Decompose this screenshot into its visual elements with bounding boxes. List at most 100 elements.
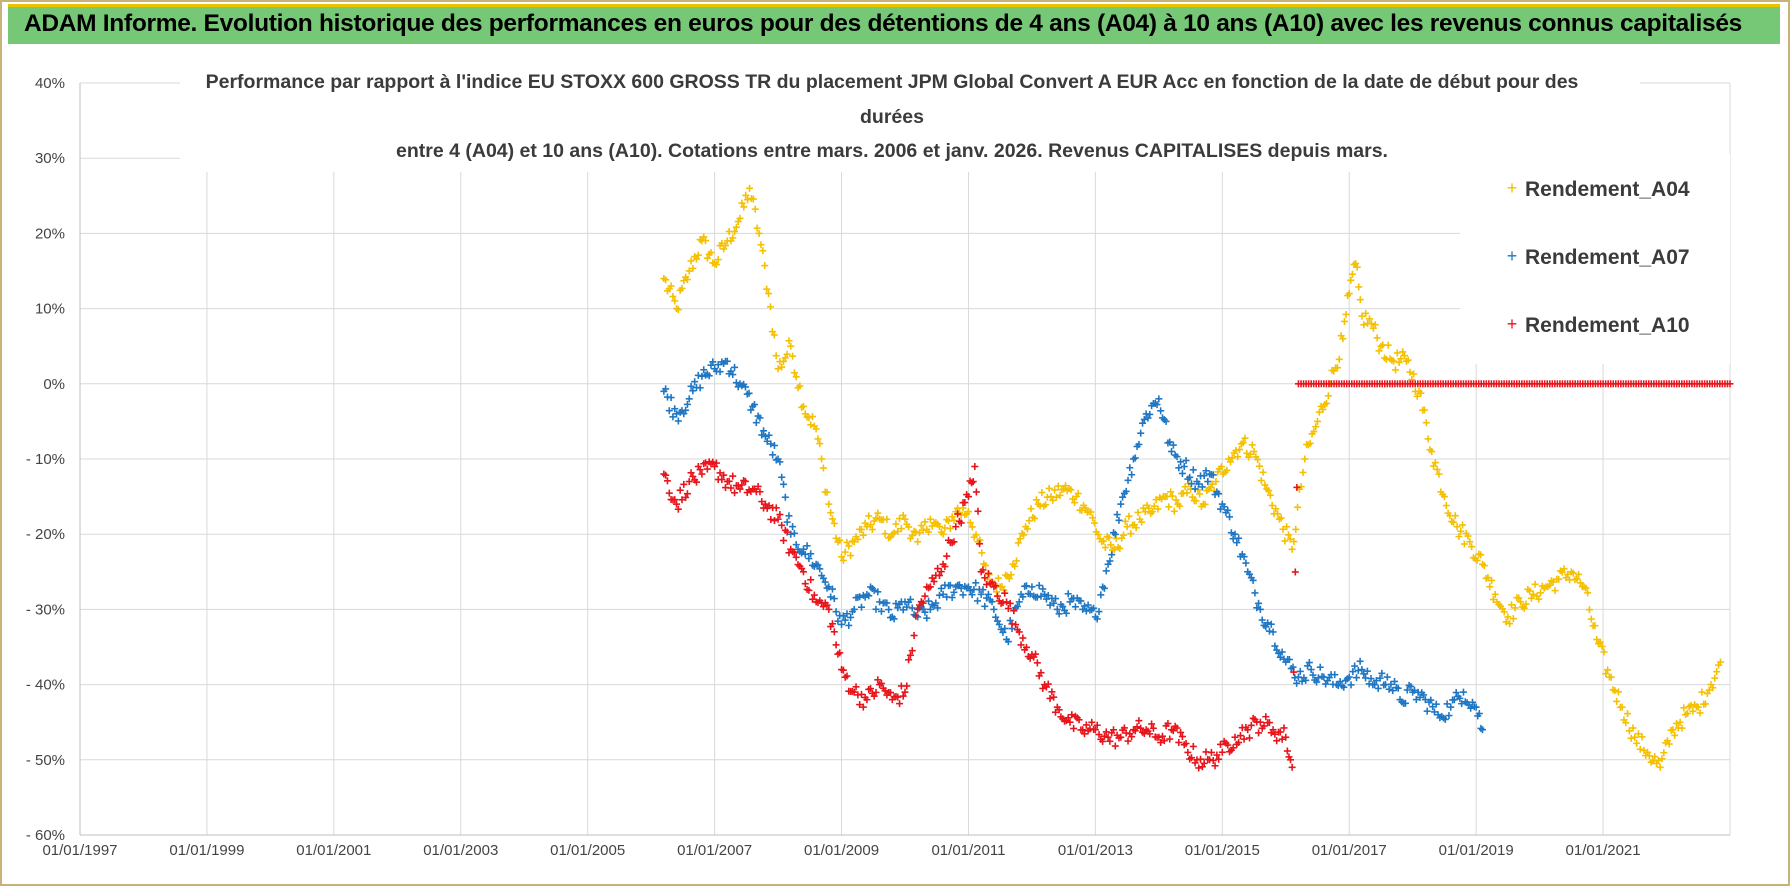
rendement-a04-point [1306, 439, 1314, 447]
rendement-a07-point [685, 395, 693, 403]
rendement-a10-point [767, 515, 775, 523]
rendement-a10-point [1218, 748, 1226, 756]
rendement-a04-point [917, 522, 925, 530]
rendement-a04-point [1529, 590, 1537, 598]
rendement-a07-point [1204, 478, 1212, 486]
rendement-a07-point [1347, 681, 1355, 689]
rendement-a04-point [921, 518, 929, 526]
rendement-a04-point [1614, 688, 1622, 696]
rendement-a10-point [731, 489, 739, 497]
rendement-a04-point [1170, 507, 1178, 515]
rendement-a07-point [752, 419, 760, 427]
rendement-a04-point [1100, 537, 1108, 545]
rendement-a07-point [937, 584, 945, 592]
rendement-a04-point [1660, 749, 1668, 757]
rendement-a04-point [816, 440, 824, 448]
rendement-a10-point [1160, 737, 1168, 745]
rendement-a04-point [1665, 740, 1673, 748]
rendement-a04-point [1201, 500, 1209, 508]
y-tick-label: - 20% [26, 526, 65, 543]
rendement-a07-point [1360, 670, 1368, 678]
rendement-a07-point [776, 458, 784, 466]
rendement-a04-point [1424, 435, 1432, 443]
rendement-a07-point [1441, 715, 1449, 723]
rendement-a04-point [763, 285, 771, 293]
x-tick-label: 01/01/2011 [931, 842, 1005, 859]
rendement-a04-point [874, 509, 882, 517]
rendement-a10-point [1148, 720, 1156, 728]
rendement-a07-point [674, 417, 682, 425]
chart-title-line-1: Performance par rapport à l'indice EU ST… [206, 71, 1579, 93]
rendement-a07-point [1374, 684, 1382, 692]
rendement-a10-point [1124, 737, 1132, 745]
rendement-a04-point [1181, 483, 1189, 491]
rendement-a04-point [1007, 571, 1015, 579]
rendement-a04-point [1399, 348, 1407, 356]
rendement-a04-point [692, 255, 700, 263]
rendement-a07-point [968, 591, 976, 599]
rendement-a07-point [1004, 638, 1012, 646]
rendement-a04-point [1105, 534, 1113, 542]
rendement-a04-point [848, 537, 856, 545]
rendement-a07-point [1216, 505, 1224, 513]
rendement-a04-point [1564, 570, 1572, 578]
rendement-a07-point [769, 451, 777, 459]
rendement-a07-point [1291, 674, 1299, 682]
rendement-a04-point [1584, 589, 1592, 597]
chart-title-line-2: durées [860, 106, 924, 128]
rendement-a07-point [700, 366, 708, 374]
header-banner: ADAM Informe. Evolution historique des p… [8, 4, 1780, 44]
rendement-a10-point [1006, 599, 1014, 607]
rendement-a07-point [984, 590, 992, 598]
rendement-a10-point [943, 552, 951, 560]
page-title: ADAM Informe. Evolution historique des p… [24, 10, 1742, 37]
rendement-a04-point [1413, 392, 1421, 400]
rendement-a04-point [1371, 321, 1379, 329]
x-tick-label: 01/01/1999 [169, 842, 244, 859]
rendement-a10-point [993, 592, 1001, 600]
rendement-a04-point [1426, 446, 1434, 454]
rendement-a07-point [758, 431, 766, 439]
rendement-a07-point [1081, 602, 1089, 610]
rendement-a04-point [1654, 756, 1662, 764]
rendement-a07-point [1117, 500, 1125, 508]
rendement-a04-point [1246, 450, 1254, 458]
rendement-a04-point [1283, 523, 1291, 531]
y-tick-label: 10% [35, 301, 65, 318]
rendement-a04-point [1014, 539, 1022, 547]
rendement-a07-point [1256, 605, 1264, 613]
rendement-a04-point [761, 262, 769, 270]
rendement-a10-point [971, 463, 979, 471]
rendement-a10-point [1128, 733, 1136, 741]
rendement-a04-point [1624, 710, 1632, 718]
rendement-a04-point [1607, 673, 1615, 681]
rendement-a10-point [725, 477, 733, 485]
rendement-a04-point [1172, 496, 1180, 504]
rendement-a04-point [1266, 491, 1274, 499]
rendement-a04-point [1134, 508, 1142, 516]
rendement-a04-point [1043, 493, 1051, 501]
rendement-a04-point [1355, 283, 1363, 291]
rendement-a10-point [1157, 739, 1165, 747]
rendement-a10-point [1290, 668, 1298, 676]
legend-label-a07: Rendement_A07 [1525, 246, 1690, 269]
rendement-a04-point [1340, 317, 1348, 325]
rendement-a04-point [1281, 537, 1289, 545]
rendement-a04-point [753, 224, 761, 232]
rendement-a10-point [692, 478, 700, 486]
rendement-a10-point [1001, 589, 1009, 597]
rendement-a07-point [955, 581, 963, 589]
rendement-a04-point [1081, 504, 1089, 512]
rendement-a04-point [1535, 595, 1543, 603]
rendement-a10-point [972, 488, 980, 496]
rendement-a07-point [1313, 678, 1321, 686]
rendement-a07-point [1469, 698, 1477, 706]
rendement-a04-point [1054, 482, 1062, 490]
rendement-a10-point [843, 672, 851, 680]
rendement-a04-point [1611, 687, 1619, 695]
rendement-a04-point [669, 292, 677, 300]
rendement-a07-point [1227, 529, 1235, 537]
rendement-a07-point [765, 431, 773, 439]
rendement-a04-point [1656, 763, 1664, 771]
rendement-a04-point [1096, 535, 1104, 543]
